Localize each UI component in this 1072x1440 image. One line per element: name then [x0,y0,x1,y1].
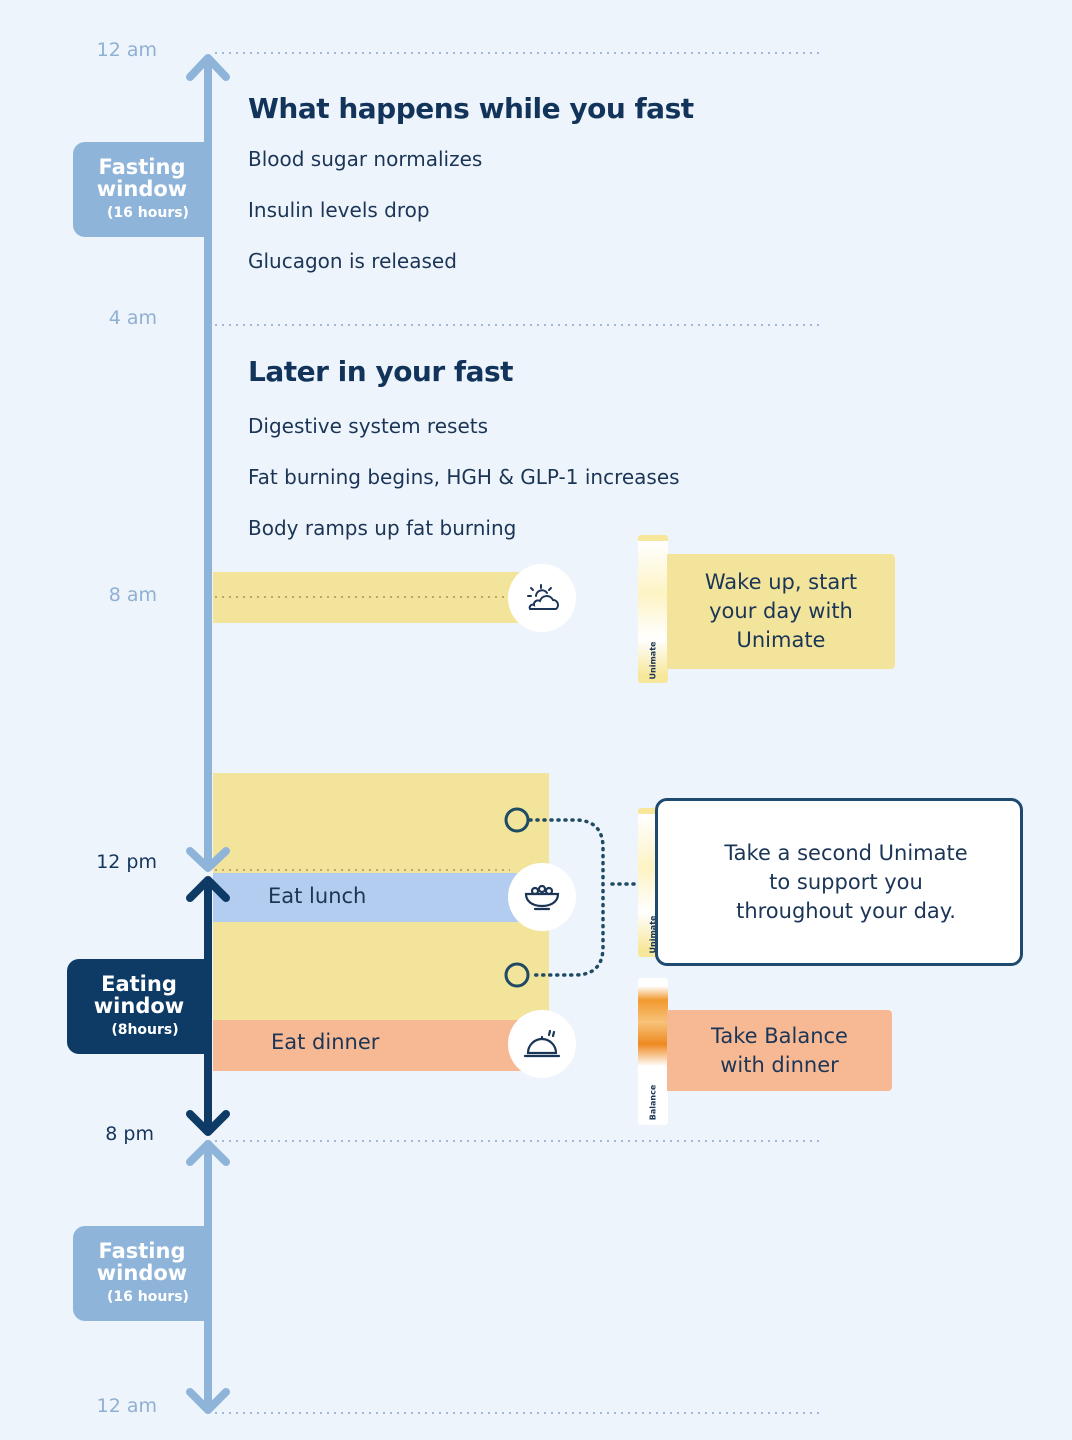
arrow-up-8pm [186,1140,230,1166]
time-label-12am: 12 am [96,39,157,61]
second-unimate-card: Take a second Unimate to support you thr… [655,798,1023,966]
section2-item: Digestive system resets [248,414,489,438]
time-label-12pm: 12 pm [96,851,157,873]
section2-heading: Later in your fast [248,355,514,388]
unimate-packet-label: Unimate [648,641,658,680]
section1-item: Glucagon is released [248,249,457,273]
dinner-band [213,1020,540,1071]
section1-heading: What happens while you fast [248,92,694,125]
fasting-duration: (16 hours) [107,205,189,221]
wake-card-line: Unimate [736,628,826,652]
wake-card-line: Wake up, start [704,570,858,594]
balance-packet-label: Balance [648,1084,658,1121]
second-card-line: Take a second Unimate [724,840,968,865]
eating-window: Eating window (8hours) [67,959,211,1054]
second-card-line: to support you [769,869,923,894]
bowl-icon [508,863,576,931]
arrow-up-top [186,54,230,81]
eat-dinner-label: Eat dinner [271,1030,380,1054]
connector-dot-top [504,807,530,833]
arrow-down-eating [186,1110,230,1136]
connector-dot-bottom [504,962,530,988]
connector-path [528,818,605,977]
fasting-title-2: window [96,177,188,201]
fasting-title-1: Fasting [98,1239,186,1263]
fasting-window-bottom: Fasting window (16 hours) [73,1226,211,1321]
balance-packet: Balance [638,978,668,1125]
fasting-title-2: window [96,1261,188,1285]
time-label-12am-bottom: 12 am [96,1395,157,1417]
arrow-down-12pm [186,847,230,872]
eating-title-2: window [93,994,185,1018]
wake-card-line: your day with [709,599,853,623]
time-label-8am: 8 am [108,584,157,606]
wake-card: Wake up, start your day with Unimate [667,554,895,669]
section2-item: Body ramps up fat burning [248,516,517,540]
section1-item: Insulin levels drop [248,198,430,222]
time-label-4am: 4 am [108,307,157,329]
time-label-8pm: 8 pm [105,1123,154,1145]
balance-card: Take Balance with dinner [667,1010,892,1091]
balance-card-line: Take Balance [711,1023,848,1048]
eating-duration: (8hours) [111,1022,179,1038]
unimate-packet: Unimate [638,535,668,683]
sun-cloud-icon [508,564,576,632]
eating-title-1: Eating [101,972,177,996]
arrow-up-eating [186,876,230,902]
eat-lunch-label: Eat lunch [268,884,367,908]
balance-card-line: with dinner [720,1052,839,1077]
section2-item: Fat burning begins, HGH & GLP-1 increase… [248,465,680,489]
fasting-duration: (16 hours) [107,1289,189,1305]
section1-item: Blood sugar normalizes [248,147,483,171]
lunch-band [213,873,540,922]
arrow-down-bottom [186,1388,230,1414]
second-card-line: throughout your day. [736,898,956,923]
fasting-title-1: Fasting [98,155,186,179]
cloche-icon [508,1010,576,1078]
fasting-window-top: Fasting window (16 hours) [73,142,211,237]
